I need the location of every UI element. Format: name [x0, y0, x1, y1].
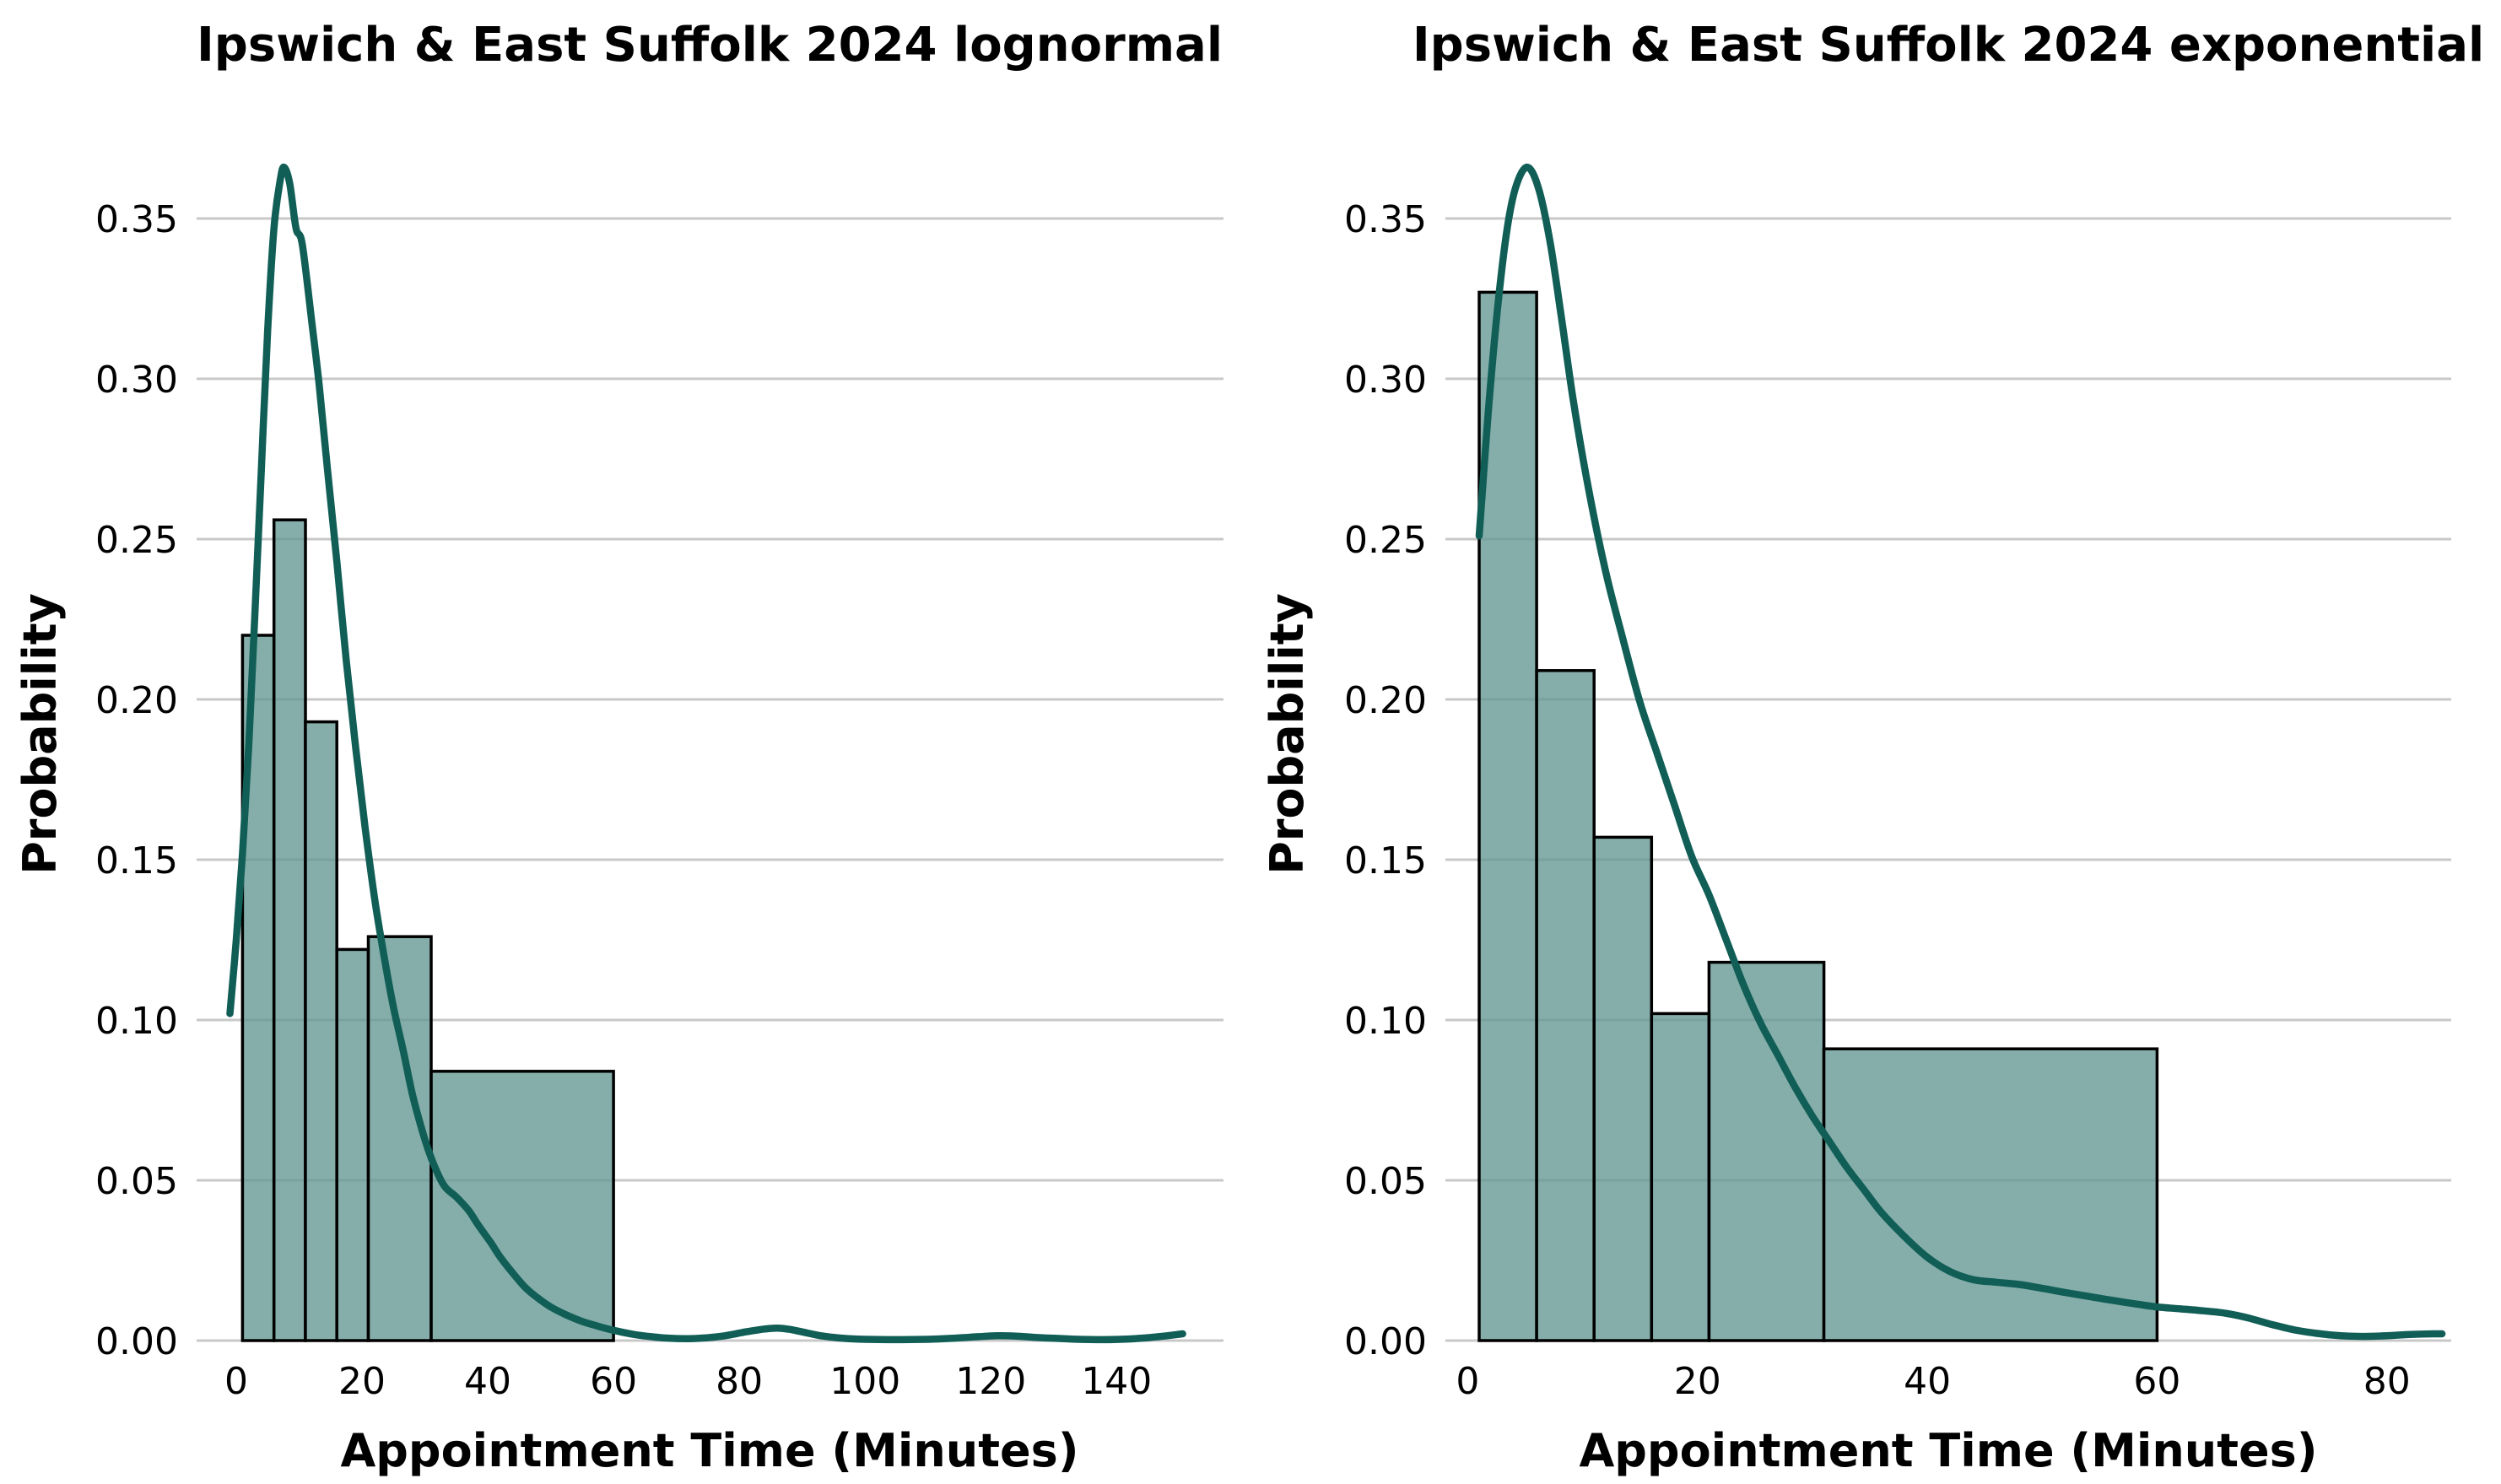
- histogram-bar: [335, 947, 370, 1342]
- y-tick-label: 0.10: [1344, 1000, 1427, 1043]
- x-axis-label: Appointment Time (Minutes): [340, 1424, 1078, 1477]
- y-tick-label: 0.15: [95, 839, 178, 882]
- x-tick-label: 40: [464, 1360, 511, 1403]
- histogram-bar: [429, 1070, 615, 1342]
- x-axis-label: Appointment Time (Minutes): [1579, 1424, 2317, 1477]
- y-tick-label: 0.00: [95, 1320, 178, 1363]
- histogram-bar: [304, 720, 338, 1342]
- histogram-bar: [1477, 290, 1538, 1342]
- histogram-bar: [272, 518, 307, 1342]
- x-tick-label: 80: [716, 1360, 763, 1403]
- histogram-bar: [1822, 1047, 2159, 1342]
- histogram-bar: [1650, 1012, 1711, 1342]
- exponential-chart: 0.00 0.05 0.10 0.15 0.20 0.25 0.30 0.35 0 20 40 60 8…: [1250, 0, 2501, 1484]
- histogram-bar: [366, 935, 433, 1342]
- x-tick-label: 40: [1904, 1360, 1951, 1403]
- histogram-bar: [1535, 669, 1596, 1342]
- y-tick-label: 0.35: [95, 198, 178, 241]
- y-tick-label: 0.25: [1344, 519, 1427, 562]
- x-tick-label: 60: [590, 1360, 637, 1403]
- histogram-bar: [1592, 835, 1654, 1342]
- y-tick-label: 0.10: [95, 1000, 178, 1043]
- x-tick-label: 80: [2363, 1360, 2411, 1403]
- chart-title: Ipswich & East Suffolk 2024 exponential: [1413, 18, 2484, 73]
- x-tick-label: 20: [1674, 1360, 1721, 1403]
- x-tick-label: 0: [224, 1360, 248, 1403]
- x-tick-label: 0: [1456, 1360, 1479, 1403]
- x-tick-label: 20: [338, 1360, 386, 1403]
- y-axis-label: Probability: [14, 593, 67, 875]
- y-tick-label: 0.30: [95, 359, 178, 402]
- chart-title: Ipswich & East Suffolk 2024 lognormal: [197, 18, 1223, 73]
- y-axis-label: Probability: [1261, 593, 1314, 875]
- x-tick-label: 140: [1081, 1360, 1152, 1403]
- y-tick-label: 0.05: [1344, 1160, 1427, 1203]
- histogram-bar: [240, 634, 276, 1342]
- lognormal-plot: 0.00 0.05 0.10 0.15 0.20 0.25 0.30 0.35 0 20 40 60 8…: [14, 18, 1223, 1477]
- y-tick-label: 0.00: [1344, 1320, 1427, 1363]
- y-tick-label: 0.05: [95, 1160, 178, 1203]
- y-tick-label: 0.20: [95, 679, 178, 722]
- y-tick-label: 0.35: [1344, 198, 1427, 241]
- exponential-plot: 0.00 0.05 0.10 0.15 0.20 0.25 0.30 0.35 0 20 40 60 8…: [1261, 18, 2484, 1477]
- kde-curve: [1475, 163, 2446, 1341]
- histogram-bar: [1707, 960, 1826, 1342]
- y-tick-label: 0.15: [1344, 839, 1427, 882]
- x-tick-label: 120: [955, 1360, 1026, 1403]
- x-tick-label: 60: [2133, 1360, 2180, 1403]
- y-tick-label: 0.25: [95, 519, 178, 562]
- y-tick-label: 0.30: [1344, 359, 1427, 402]
- y-tick-label: 0.20: [1344, 679, 1427, 722]
- lognormal-chart: 0.00 0.05 0.10 0.15 0.20 0.25 0.30 0.35 0 20 40 60 8…: [0, 0, 1250, 1484]
- kde-curve: [226, 163, 1186, 1344]
- x-tick-label: 100: [829, 1360, 900, 1403]
